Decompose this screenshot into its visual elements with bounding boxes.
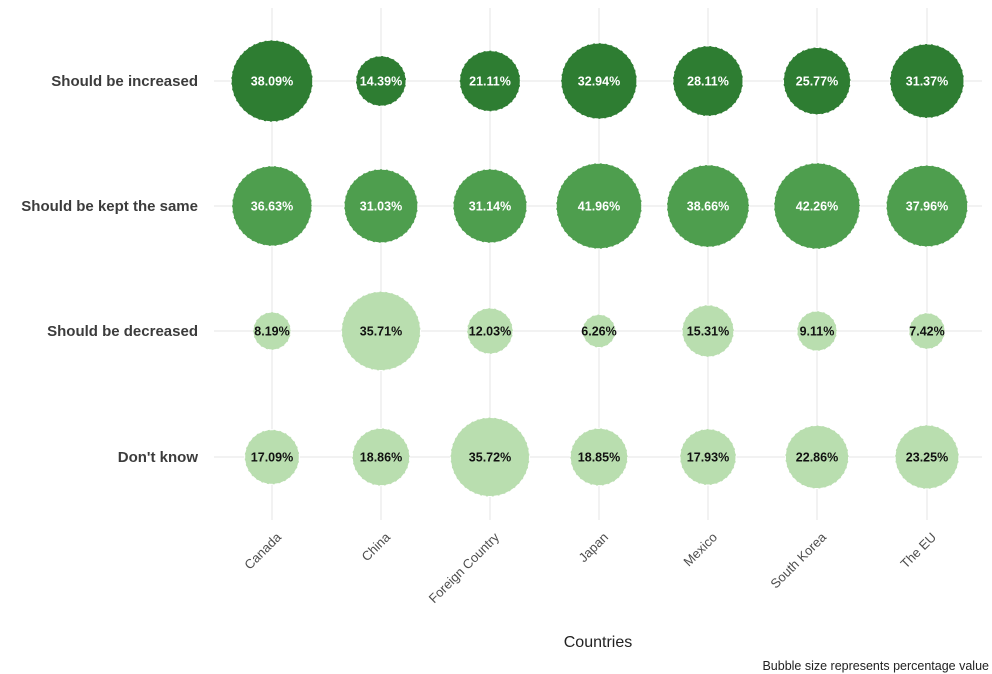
bubble-label-should-be-increased-mexico: 28.11% — [687, 75, 729, 89]
bubble-label-don-t-know-china: 18.86% — [360, 451, 402, 465]
bubble-should-be-decreased-south-korea — [796, 310, 838, 352]
bubble-should-be-kept-the-same-canada — [231, 165, 313, 247]
bubble-label-should-be-decreased-canada: 8.19% — [254, 325, 289, 339]
bubble-label-should-be-kept-the-same-canada: 36.63% — [251, 200, 293, 214]
bubble-should-be-increased-japan — [560, 42, 638, 120]
row-label-should-be-kept-the-same: Should be kept the same — [21, 198, 198, 215]
bubble-don-t-know-japan — [569, 427, 629, 487]
bubble-label-don-t-know-foreign-country: 35.72% — [469, 451, 511, 465]
row-label-should-be-decreased: Should be decreased — [47, 323, 198, 340]
bubble-should-be-decreased-china — [341, 291, 421, 371]
bubble-label-should-be-kept-the-same-mexico: 38.66% — [687, 200, 729, 214]
bubble-don-t-know-mexico — [679, 428, 737, 486]
bubble-should-be-increased-the-eu — [889, 43, 965, 119]
bubble-label-don-t-know-south-korea: 22.86% — [796, 451, 838, 465]
x-tick-label-south-korea: South Korea — [767, 529, 829, 591]
bubble-label-should-be-decreased-foreign-country: 12.03% — [469, 325, 511, 339]
bubble-label-should-be-kept-the-same-the-eu: 37.96% — [906, 200, 948, 214]
bubble-should-be-decreased-the-eu — [908, 312, 946, 350]
bubble-should-be-kept-the-same-china — [343, 168, 419, 244]
bubble-label-should-be-decreased-south-korea: 9.11% — [800, 325, 835, 339]
bubble-don-t-know-south-korea — [784, 424, 850, 490]
bubble-should-be-decreased-canada — [252, 311, 292, 351]
bubble-should-be-kept-the-same-south-korea — [773, 162, 861, 250]
bubble-don-t-know-canada — [244, 429, 300, 485]
bubble-label-should-be-increased-china: 14.39% — [360, 75, 402, 89]
bubble-label-don-t-know-canada: 17.09% — [251, 451, 293, 465]
bubble-should-be-kept-the-same-mexico — [666, 164, 750, 248]
bubbles: 38.09% 14.39% 21.11% 32.94% 28.11% 25.77% 31.3… — [230, 39, 969, 497]
bubble-label-don-t-know-mexico: 17.93% — [687, 451, 729, 465]
x-tick-label-the-eu: The EU — [897, 530, 939, 572]
bubble-should-be-kept-the-same-japan — [555, 162, 643, 250]
bubble-should-be-increased-canada — [230, 39, 314, 123]
bubble-should-be-increased-south-korea — [783, 47, 851, 115]
bubble-label-should-be-kept-the-same-foreign-country: 31.14% — [469, 200, 511, 214]
bubble-should-be-kept-the-same-the-eu — [885, 164, 969, 248]
bubble-should-be-decreased-japan — [581, 313, 617, 349]
bubble-label-should-be-kept-the-same-japan: 41.96% — [578, 200, 620, 214]
row-label-should-be-increased: Should be increased — [51, 73, 198, 90]
x-axis-title: Countries — [564, 634, 632, 651]
x-tick-label-mexico: Mexico — [680, 530, 720, 570]
bubble-label-should-be-decreased-china: 35.71% — [360, 325, 402, 339]
bubble-label-should-be-increased-foreign-country: 21.11% — [469, 75, 511, 89]
bubble-don-t-know-the-eu — [894, 424, 960, 490]
bubble-label-should-be-increased-canada: 38.09% — [251, 75, 293, 89]
bubble-label-should-be-decreased-japan: 6.26% — [581, 325, 616, 339]
bubble-label-don-t-know-the-eu: 23.25% — [906, 451, 948, 465]
bubble-should-be-decreased-foreign-country — [466, 307, 514, 355]
bubble-should-be-decreased-mexico — [681, 304, 735, 358]
x-tick-label-china: China — [358, 529, 393, 564]
bubble-label-should-be-increased-the-eu: 31.37% — [906, 75, 948, 89]
bubble-label-should-be-decreased-the-eu: 7.42% — [909, 325, 944, 339]
bubble-should-be-kept-the-same-foreign-country — [452, 168, 528, 244]
column-labels: Canada China Foreign Country Japan Mexico Sou… — [241, 529, 939, 606]
bubble-label-should-be-increased-south-korea: 25.77% — [796, 75, 838, 89]
bubble-label-don-t-know-japan: 18.85% — [578, 451, 620, 465]
bubble-label-should-be-decreased-mexico: 15.31% — [687, 325, 729, 339]
bubble-label-should-be-increased-japan: 32.94% — [578, 75, 620, 89]
bubble-should-be-increased-china — [355, 55, 407, 107]
bubble-label-should-be-kept-the-same-south-korea: 42.26% — [796, 200, 838, 214]
bubble-label-should-be-kept-the-same-china: 31.03% — [360, 200, 402, 214]
chart-caption: Bubble size represents percentage value — [762, 659, 989, 673]
bubble-don-t-know-china — [351, 427, 411, 487]
x-tick-label-japan: Japan — [575, 530, 611, 566]
row-labels: Should be increased Should be kept the sa… — [21, 73, 198, 466]
x-tick-label-canada: Canada — [241, 529, 284, 572]
row-label-don-t-know: Don't know — [118, 449, 199, 466]
bubble-don-t-know-foreign-country — [450, 417, 530, 497]
bubble-should-be-increased-mexico — [672, 45, 744, 117]
x-tick-label-foreign-country: Foreign Country — [426, 529, 503, 606]
bubble-should-be-increased-foreign-country — [459, 50, 521, 112]
